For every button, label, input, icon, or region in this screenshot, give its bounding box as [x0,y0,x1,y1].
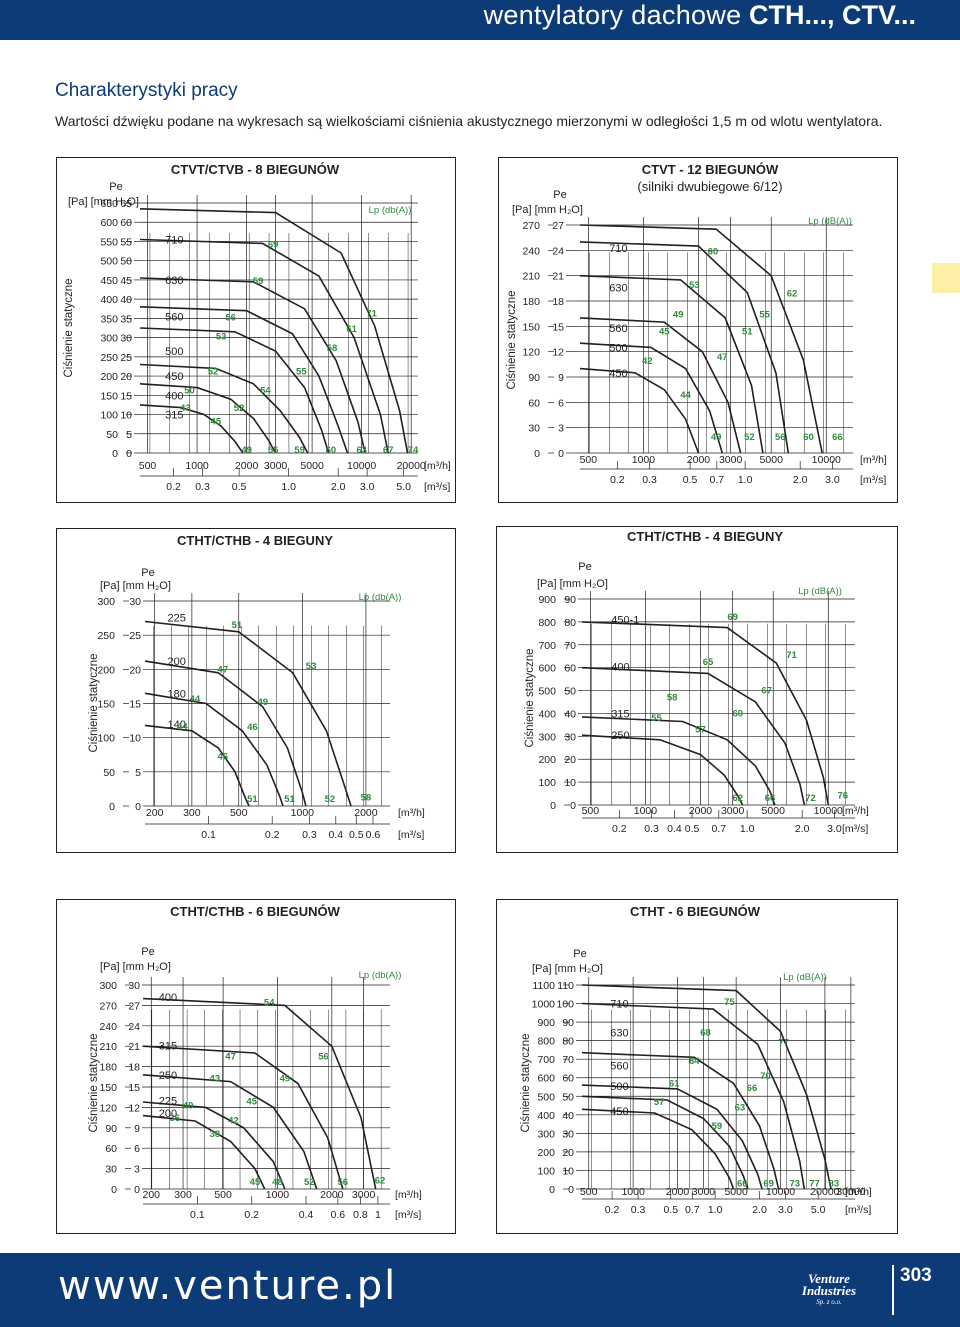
logo-line-1: Venture [808,1271,850,1286]
header-title-light: wentylatory dachowe [483,0,742,30]
footer-website-link[interactable]: www.venture.pl [58,1263,398,1309]
header-title-bold: CTH..., CTV... [748,0,916,30]
chart-box-ctvt-12 [498,157,898,503]
logo-line-3: Sp. z o.o. [816,1298,842,1306]
chart-subtitle-ctvt-12: (silniki dwubiegowe 6/12) [637,179,783,194]
side-tab-marker [932,263,960,293]
intro-text: Wartości dźwięku podane na wykresach są … [55,113,883,129]
chart-title-ctvt-12: CTVT - 12 BIEGUNÓW [641,162,779,177]
chart-title-ctht-6b: CTHT - 6 BIEGUNÓW [630,904,760,919]
venture-logo: Venture Industries Sp. z o.o. [790,1263,868,1317]
footer-bar: www.venture.pl Venture Industries Sp. z … [0,1253,960,1327]
header-bar: wentylatory dachowe CTH..., CTV... [0,0,960,40]
footer-separator [892,1265,894,1315]
section-title: Charakterystyki pracy [55,80,238,101]
chart-box-ctvt-8 [56,157,456,503]
chart-title-ctht-4b: CTHT/CTHB - 4 BIEGUNY [627,529,783,544]
chart-title-ctht-6a: CTHT/CTHB - 6 BIEGUNÓW [170,904,340,919]
chart-title-ctvt-8: CTVT/CTVB - 8 BIEGUNÓW [170,162,340,177]
chart-box-ctht-6b [496,899,898,1234]
page-header-title: wentylatory dachowe CTH..., CTV... [484,0,916,30]
chart-box-ctht-4b [496,526,898,853]
chart-title-ctht-4a: CTHT/CTHB - 4 BIEGUNY [177,533,333,548]
chart-box-ctht-4a [56,528,456,853]
chart-box-ctht-6a [56,899,456,1234]
page-number: 303 [900,1265,932,1286]
logo-line-2: Industries [801,1283,857,1298]
